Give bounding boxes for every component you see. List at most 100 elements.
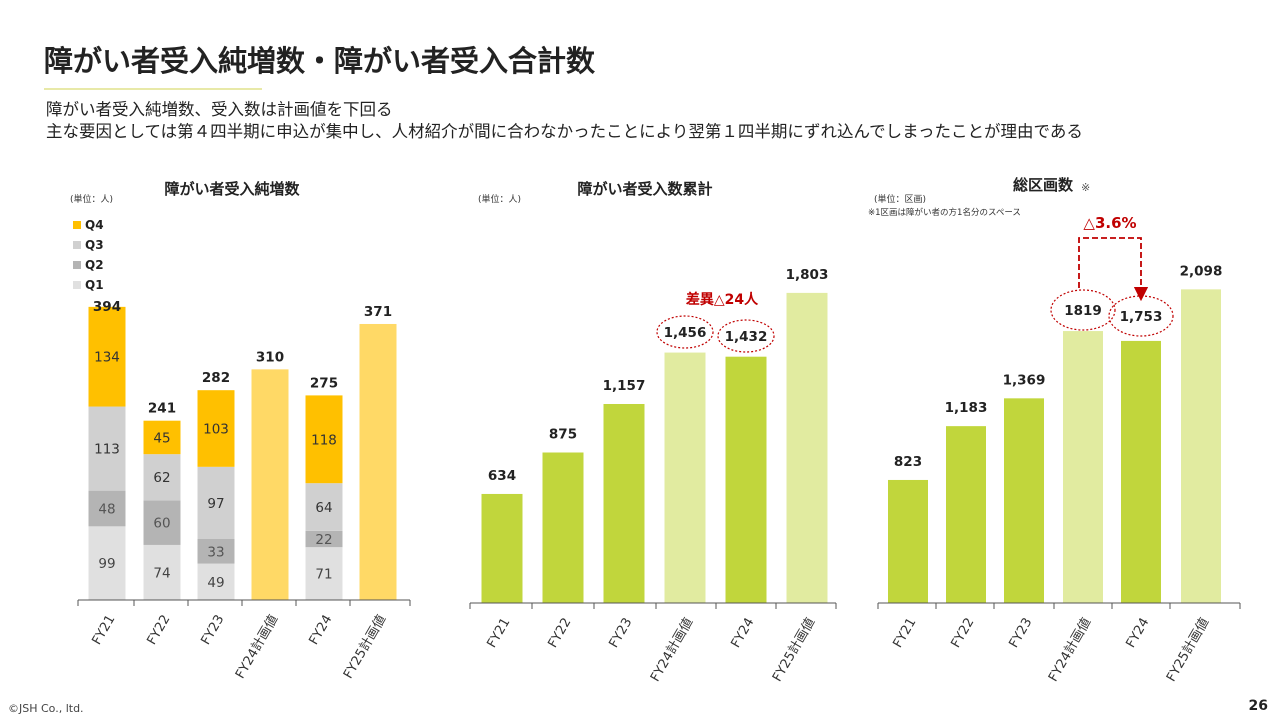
bar-value-label: 823	[894, 454, 922, 470]
chart1-legend-swatch-q3	[73, 241, 81, 249]
title-underline	[44, 88, 262, 90]
cumulative-chart: 障がい者受入数累計 (単位：人) 634 875 1,157 1,456 1,432 1,…	[469, 180, 837, 684]
chart3-title-mark: ※	[1081, 181, 1090, 194]
chart1-segment-value: 64	[315, 500, 332, 516]
bar-value-label: 1,456	[664, 325, 707, 341]
chart1-segment-q4	[197, 390, 235, 467]
chart1-bar-plan	[359, 323, 397, 600]
chart1-legend-label-q1: Q1	[85, 278, 104, 292]
chart1-segment-q3	[88, 406, 126, 491]
chart2-unit-label: (単位：人)	[478, 193, 521, 205]
chart2-annotation: 差異△24人	[686, 291, 759, 308]
chart3-bars: 823 1,183 1,369 1819 1,753 2,098	[888, 263, 1222, 603]
page-number: 26	[1248, 698, 1268, 714]
chart1-segment-q1	[143, 544, 181, 600]
bar-plan	[1063, 331, 1103, 603]
chart1-segment-q3	[197, 466, 235, 539]
chart1-segment-value: 113	[94, 442, 120, 458]
chart3-note: ※1区画は障がい者の方1名分のスペース	[868, 207, 1021, 218]
bar-value-label: 2,098	[1180, 263, 1223, 279]
chart1-segment-q3	[305, 483, 343, 531]
category-label: FY22	[948, 616, 977, 651]
chart1-segment-value: 97	[207, 496, 224, 512]
bar-actual	[1121, 340, 1161, 603]
chart2-tick-marks: FY21 FY22 FY23 FY24計画値 FY24 FY25計画値	[469, 603, 837, 684]
bar-actual	[542, 452, 584, 603]
subtitle-line-2: 主な要因としては第４四半期に申込が集中し、人材紹介が間に合わなかったことにより翌…	[46, 122, 1083, 141]
chart1-legend-label-q2: Q2	[85, 258, 104, 272]
bar-actual	[1004, 398, 1044, 603]
chart1-category-label: FY24計画値	[232, 612, 281, 681]
chart3-change-arrow	[1078, 237, 1149, 302]
chart1-segment-q4	[143, 420, 181, 455]
bar-value-label: 1,183	[945, 400, 988, 416]
chart2-ellipse-actual	[717, 319, 775, 353]
bar-value-label: 634	[488, 468, 516, 484]
chart2-bars: 634 875 1,157 1,456 1,432 1,803	[481, 267, 829, 603]
chart1-segment-q1	[197, 563, 235, 600]
chart1-total-label: 275	[310, 375, 338, 391]
chart1-segment-value: 22	[315, 532, 332, 548]
chart1-legend-swatch-q2	[73, 261, 81, 269]
bar-value-label: 875	[549, 427, 577, 443]
category-label: FY22	[545, 616, 574, 651]
chart1-category-label: FY23	[198, 613, 227, 648]
chart1-segment-q4	[305, 395, 343, 484]
chart3-unit-label: (単位：区画)	[874, 193, 926, 205]
category-label: FY24計画値	[647, 615, 696, 684]
bar-value-label: 1,369	[1003, 372, 1046, 388]
chart1-segment-q2	[197, 538, 235, 564]
chart1-title: 障がい者受入純増数	[164, 180, 300, 198]
chart1-segment-value: 62	[153, 470, 170, 486]
chart1-segment-value: 48	[98, 501, 115, 517]
bar-actual	[481, 493, 523, 603]
chart1-legend-swatch-q4	[73, 221, 81, 229]
chart1-category-label: FY25計画値	[340, 612, 389, 681]
bar-value-label: 1,753	[1120, 309, 1163, 325]
category-label: FY25計画値	[769, 615, 818, 684]
chart1-tick-marks: FY21 FY22 FY23 FY24計画値 FY24 FY25計画値	[77, 600, 411, 681]
bar-value-label: 1,803	[786, 267, 829, 283]
chart1-legend-label-q3: Q3	[85, 238, 104, 252]
chart3-ellipse-plan	[1050, 289, 1116, 331]
chart1-segment-value: 33	[207, 544, 224, 560]
chart3-title: 総区画数	[1013, 176, 1074, 194]
chart1-total-label: 394	[93, 299, 121, 315]
chart1-segment-q2	[143, 500, 181, 545]
chart1-total-label: 282	[202, 370, 230, 386]
chart1-legend-label-q4: Q4	[85, 218, 104, 232]
chart3-annotation: △3.6%	[1083, 214, 1136, 232]
chart1-category-label: FY24	[306, 613, 335, 648]
chart2-title: 障がい者受入数累計	[577, 180, 712, 198]
chart1-bars: 99 48 113 134 394 74 60 62 45 241 49 33 97 103 282 310 7…	[88, 299, 397, 600]
chart1-segment-q1	[88, 526, 126, 600]
chart1-total-label: 371	[364, 304, 392, 320]
chart1-segment-value: 60	[153, 516, 170, 532]
total-sections-chart: 総区画数 ※ (単位：区画) ※1区画は障がい者の方1名分のスペース 823 1,…	[868, 176, 1241, 684]
category-label: FY23	[1006, 616, 1035, 651]
chart1-segment-value: 49	[207, 575, 224, 591]
chart1-total-label: 241	[148, 401, 176, 417]
chart1-segment-q4	[88, 306, 126, 407]
subtitle-line-1: 障がい者受入純増数、受入数は計画値を下回る	[46, 100, 393, 119]
chart1-segment-value: 99	[98, 556, 115, 572]
chart1-total-label: 310	[256, 349, 284, 365]
chart1-category-label: FY22	[144, 613, 173, 648]
chart1-legend: Q4 Q3 Q2 Q1	[73, 218, 104, 292]
chart1-segment-q2	[305, 530, 343, 548]
page-title: 障がい者受入純増数・障がい者受入合計数	[44, 44, 596, 78]
category-label: FY24計画値	[1045, 615, 1094, 684]
bar-actual	[946, 426, 986, 603]
chart3-tick-marks: FY21 FY22 FY23 FY24計画値 FY24 FY25計画値	[877, 603, 1241, 684]
bar-value-label: 1819	[1064, 303, 1102, 319]
bar-actual	[603, 403, 645, 603]
bar-plan	[664, 352, 706, 603]
category-label: FY25計画値	[1163, 615, 1212, 684]
chart1-unit-label: (単位：人)	[70, 193, 113, 205]
bar-actual	[725, 356, 767, 603]
category-label: FY21	[484, 616, 513, 651]
bar-plan	[786, 292, 828, 603]
chart1-segment-q1	[305, 547, 343, 600]
chart3-ellipse-actual	[1108, 295, 1174, 337]
